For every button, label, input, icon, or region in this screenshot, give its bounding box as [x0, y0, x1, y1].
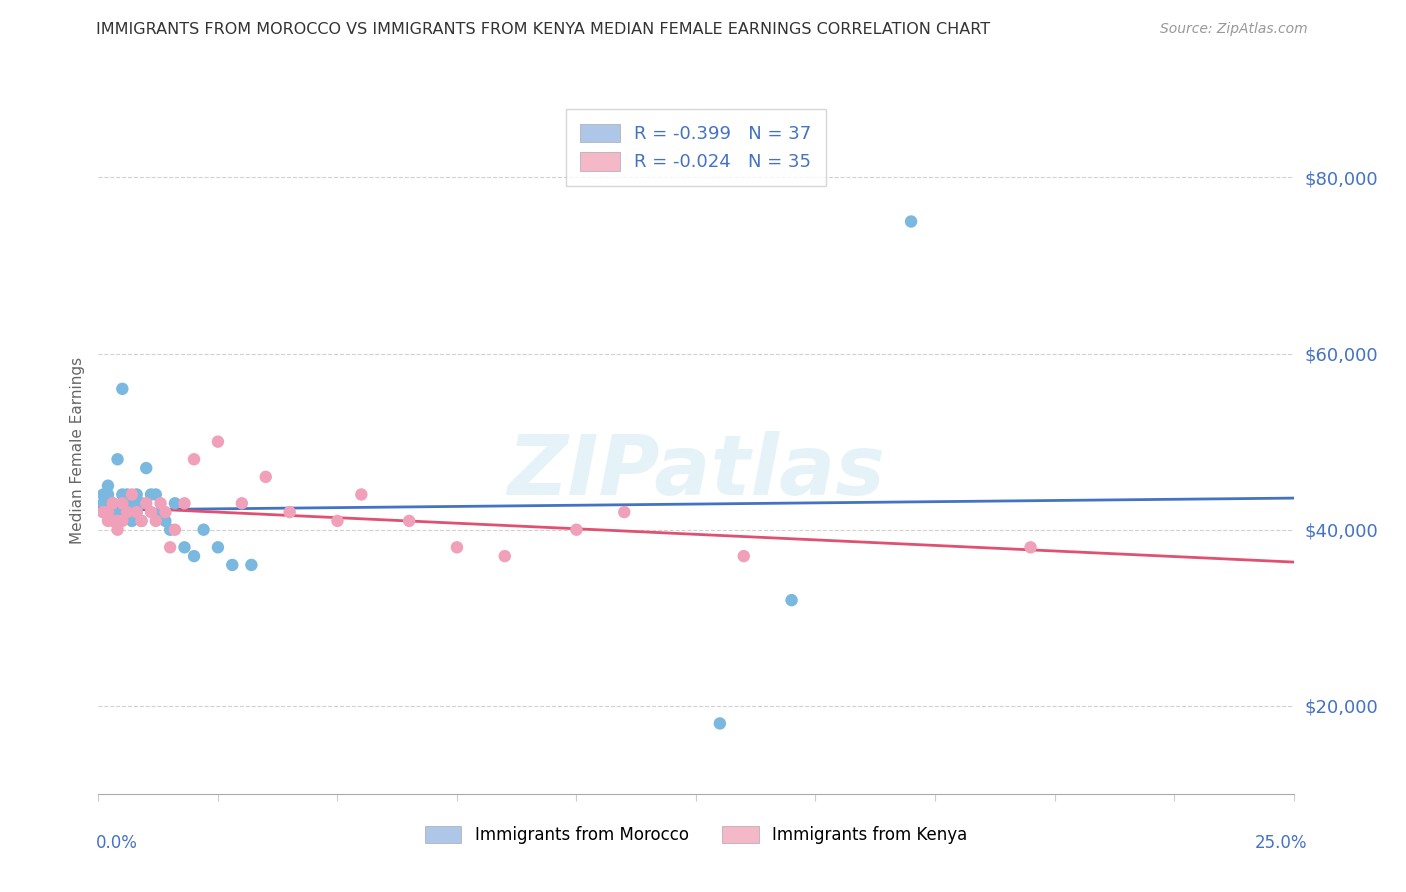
Point [101, 505, 124, 519]
Point [240, 558, 263, 572]
Point [780, 593, 803, 607]
Point [207, 434, 229, 449]
Point [398, 514, 420, 528]
Point [565, 523, 588, 537]
Point [101, 496, 124, 510]
Point [155, 514, 177, 528]
Text: ZIPatlas: ZIPatlas [508, 431, 884, 512]
Point [733, 549, 755, 563]
Legend: R = -0.399   N = 37, R = -0.024   N = 35: R = -0.399 N = 37, R = -0.024 N = 35 [565, 109, 827, 186]
Point [149, 496, 172, 510]
Point [121, 514, 143, 528]
Point [107, 514, 129, 528]
Point [97, 505, 120, 519]
Point [111, 487, 134, 501]
Text: 0.0%: 0.0% [96, 834, 138, 852]
Point [145, 514, 167, 528]
Point [613, 505, 636, 519]
Point [131, 496, 153, 510]
Point [139, 487, 162, 501]
Point [91, 487, 114, 501]
Point [193, 523, 215, 537]
Point [91, 505, 114, 519]
Point [101, 496, 124, 510]
Text: IMMIGRANTS FROM MOROCCO VS IMMIGRANTS FROM KENYA MEDIAN FEMALE EARNINGS CORRELAT: IMMIGRANTS FROM MOROCCO VS IMMIGRANTS FR… [96, 22, 990, 37]
Point [107, 523, 129, 537]
Point [121, 496, 143, 510]
Point [121, 487, 143, 501]
Point [107, 514, 129, 528]
Text: 25.0%: 25.0% [1256, 834, 1308, 852]
Point [159, 541, 181, 555]
Point [173, 541, 195, 555]
Point [111, 514, 134, 528]
Point [101, 514, 124, 528]
Point [111, 496, 134, 510]
Point [135, 461, 157, 475]
Y-axis label: Median Female Earnings: Median Female Earnings [69, 357, 84, 544]
Point [111, 382, 134, 396]
Point [221, 558, 243, 572]
Point [254, 470, 277, 484]
Point [183, 549, 205, 563]
Point [494, 549, 516, 563]
Point [446, 541, 468, 555]
Point [145, 487, 167, 501]
Point [115, 505, 138, 519]
Point [155, 505, 177, 519]
Text: Source: ZipAtlas.com: Source: ZipAtlas.com [1160, 22, 1308, 37]
Point [91, 505, 114, 519]
Point [231, 496, 253, 510]
Point [1019, 541, 1042, 555]
Point [163, 496, 186, 510]
Point [149, 505, 172, 519]
Point [163, 523, 186, 537]
Point [107, 452, 129, 467]
Point [135, 496, 157, 510]
Point [900, 214, 922, 228]
Point [131, 514, 153, 528]
Point [97, 505, 120, 519]
Point [139, 505, 162, 519]
Point [159, 523, 181, 537]
Point [350, 487, 373, 501]
Point [111, 505, 134, 519]
Point [125, 505, 148, 519]
Point [115, 487, 138, 501]
Point [183, 452, 205, 467]
Point [207, 541, 229, 555]
Point [278, 505, 301, 519]
Point [326, 514, 349, 528]
Point [97, 478, 120, 492]
Point [115, 505, 138, 519]
Point [131, 514, 153, 528]
Point [97, 487, 120, 501]
Point [125, 505, 148, 519]
Point [97, 514, 120, 528]
Point [125, 487, 148, 501]
Point [173, 496, 195, 510]
Point [91, 496, 114, 510]
Point [709, 716, 731, 731]
